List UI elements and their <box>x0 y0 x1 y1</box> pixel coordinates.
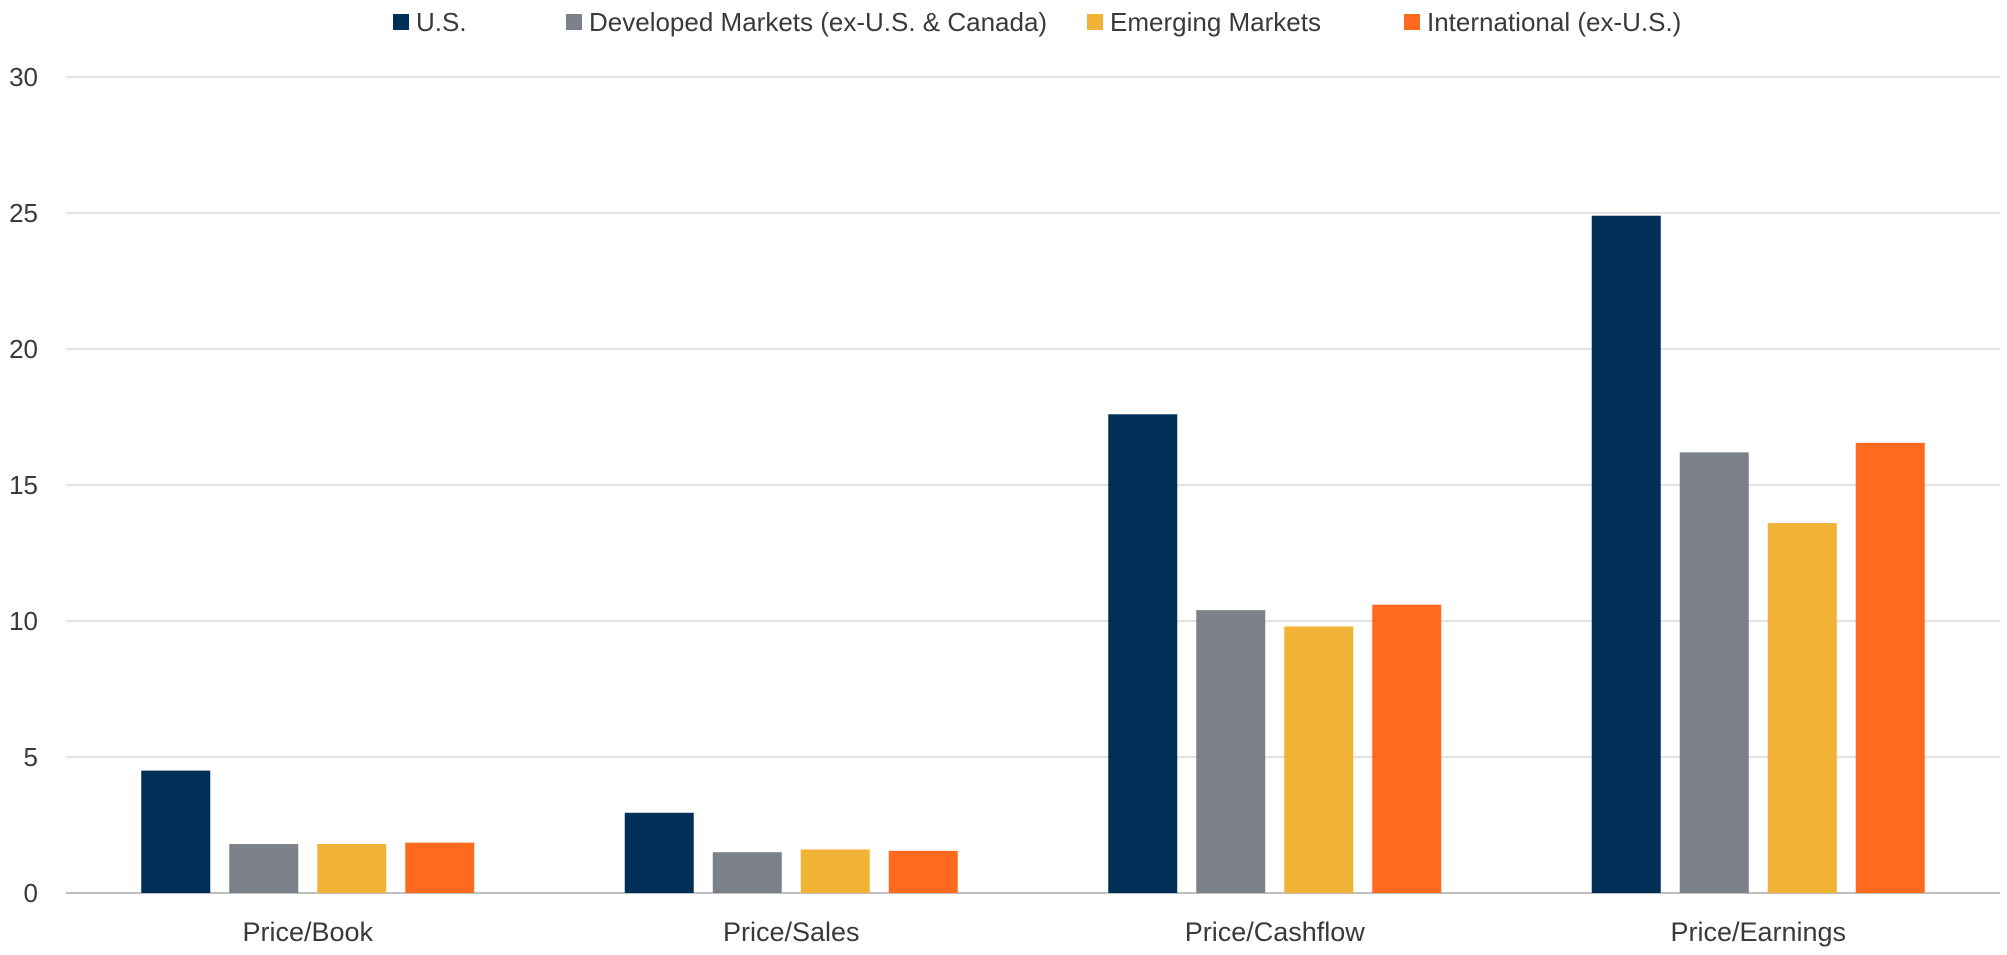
gridlines <box>66 76 2000 894</box>
bar-price-sales-series-1 <box>712 852 782 893</box>
legend-label: Emerging Markets <box>1110 7 1321 37</box>
legend-label: Developed Markets (ex-U.S. & Canada) <box>589 7 1047 37</box>
legend-swatch <box>1404 14 1420 30</box>
legend-swatch <box>393 14 409 30</box>
x-category-label: Price/Cashflow <box>1185 917 1366 947</box>
bar-price-book-series-3 <box>405 842 475 893</box>
y-tick-label: 5 <box>24 742 38 772</box>
legend-label: International (ex-U.S.) <box>1427 7 1681 37</box>
bar-price-cashflow-series-2 <box>1284 626 1354 893</box>
bar-price-book-series-1 <box>229 844 299 893</box>
y-tick-label: 20 <box>9 334 38 364</box>
x-category-label: Price/Sales <box>723 917 860 947</box>
y-tick-label: 25 <box>9 198 38 228</box>
bar-price-book-series-0 <box>141 770 211 893</box>
x-category-label: Price/Earnings <box>1670 917 1846 947</box>
bar-price-earnings-series-3 <box>1855 442 1925 893</box>
bar-price-cashflow-series-0 <box>1108 414 1178 893</box>
y-tick-label: 30 <box>9 62 38 92</box>
bar-price-cashflow-series-1 <box>1196 610 1266 893</box>
bar-price-earnings-series-0 <box>1591 215 1661 894</box>
y-tick-label: 0 <box>24 878 38 908</box>
bar-price-book-series-2 <box>317 844 387 893</box>
bar-price-sales-series-3 <box>888 850 958 893</box>
bar-price-earnings-series-1 <box>1679 452 1749 893</box>
bar-price-cashflow-series-3 <box>1372 604 1442 893</box>
legend-swatch <box>566 14 582 30</box>
y-axis-ticks: 0 5 10 15 20 25 30 <box>9 62 38 908</box>
bar-price-earnings-series-2 <box>1767 523 1837 893</box>
y-tick-label: 15 <box>9 470 38 500</box>
y-tick-label: 10 <box>9 606 38 636</box>
bar-price-sales-series-0 <box>624 812 694 893</box>
x-axis-labels: Price/Book Price/Sales Price/Cashflow Price… <box>242 917 1846 947</box>
bars <box>141 215 1925 894</box>
legend-swatch <box>1087 14 1103 30</box>
x-category-label: Price/Book <box>242 917 373 947</box>
legend: U.S. Developed Markets (ex-U.S. & Canada)… <box>393 7 1681 37</box>
legend-label: U.S. <box>416 7 467 37</box>
bar-price-sales-series-2 <box>800 849 870 893</box>
